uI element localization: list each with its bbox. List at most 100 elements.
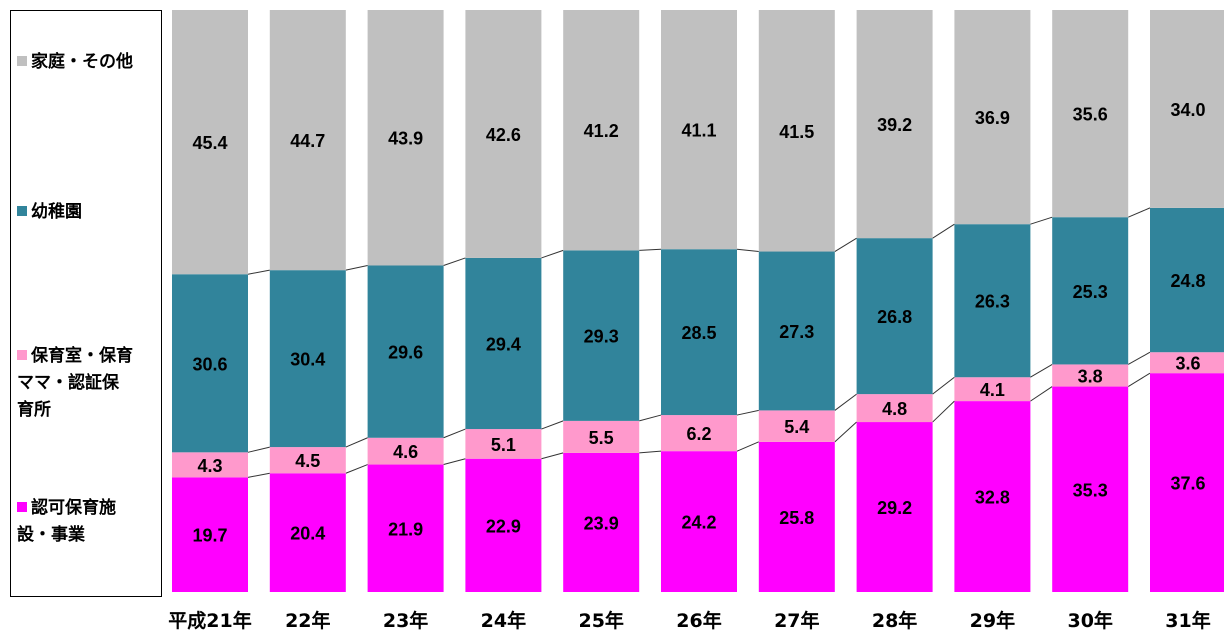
data-label-nursery-room-1: 4.5 — [295, 451, 320, 471]
bar-nursery-room-8 — [954, 377, 1031, 402]
legend: 家庭・その他 幼稚園 保育室・保育 ママ・認証保 育所 認可保育施 設・事業 — [10, 10, 162, 597]
bar-home-other-5 — [661, 10, 737, 250]
bar-nursery-room-2 — [367, 437, 444, 465]
series-line-kindergarten-3 — [541, 249, 564, 259]
bar-licensed-nursery-7 — [856, 422, 933, 592]
bar-nursery-room-3 — [465, 429, 542, 459]
x-tick-label-6: 27年 — [774, 609, 819, 632]
data-label-nursery-room-5: 6.2 — [686, 424, 711, 444]
series-line-licensed-nursery-5 — [736, 441, 759, 452]
bar-nursery-room-5 — [661, 415, 737, 452]
series-line-nursery-room-1 — [345, 437, 368, 448]
x-tick-label-4: 25年 — [578, 609, 623, 632]
legend-label: 認可保育施 設・事業 — [17, 498, 116, 545]
series-line-kindergarten-9 — [1128, 207, 1151, 218]
legend-item-home-other: 家庭・その他 — [17, 49, 165, 76]
bar-nursery-room-4 — [563, 420, 640, 453]
series-connector-lines — [247, 207, 1151, 478]
data-label-nursery-room-3: 5.1 — [491, 435, 516, 455]
data-label-kindergarten-10: 24.8 — [1170, 271, 1205, 291]
data-label-licensed-nursery-9: 35.3 — [1073, 480, 1108, 500]
data-label-home-other-3: 42.6 — [486, 125, 521, 145]
x-tick-label-9: 30年 — [1067, 609, 1112, 632]
x-tick-label-3: 24年 — [481, 609, 526, 632]
series-line-nursery-room-9 — [1127, 351, 1151, 365]
data-label-nursery-room-2: 4.6 — [393, 442, 418, 462]
bar-home-other-7 — [856, 10, 933, 239]
data-label-home-other-2: 43.9 — [388, 129, 423, 149]
bar-home-other-1 — [269, 10, 346, 271]
data-label-licensed-nursery-8: 32.8 — [975, 488, 1010, 508]
data-label-nursery-room-10: 3.6 — [1175, 354, 1200, 374]
bar-nursery-room-10 — [1150, 352, 1224, 374]
series-line-kindergarten-2 — [443, 257, 466, 266]
bar-licensed-nursery-1 — [269, 473, 346, 592]
data-label-kindergarten-4: 29.3 — [584, 327, 619, 347]
bar-nursery-room-6 — [758, 410, 835, 442]
series-line-kindergarten-5 — [736, 248, 759, 253]
legend-swatch-kindergarten — [17, 206, 27, 216]
bar-home-other-2 — [367, 10, 444, 266]
series-line-kindergarten-6 — [834, 237, 857, 252]
x-tick-label-7: 28年 — [872, 609, 917, 632]
data-label-kindergarten-0: 30.6 — [192, 354, 227, 374]
data-label-nursery-room-8: 4.1 — [980, 380, 1005, 400]
data-label-kindergarten-1: 30.4 — [290, 350, 325, 370]
series-line-licensed-nursery-8 — [1030, 386, 1053, 402]
data-label-home-other-9: 35.6 — [1073, 105, 1108, 125]
data-label-kindergarten-9: 25.3 — [1073, 282, 1108, 302]
bar-nursery-room-1 — [269, 447, 346, 474]
bar-kindergarten-3 — [465, 257, 542, 430]
data-label-kindergarten-2: 29.6 — [388, 343, 423, 363]
bar-home-other-3 — [465, 10, 542, 258]
series-line-kindergarten-1 — [345, 265, 368, 271]
x-tick-label-10: 31年 — [1165, 609, 1210, 632]
data-label-home-other-4: 41.2 — [584, 121, 619, 141]
legend-item-kindergarten: 幼稚園 — [17, 199, 165, 226]
bar-licensed-nursery-10 — [1150, 373, 1224, 592]
bar-kindergarten-8 — [954, 224, 1031, 378]
bar-home-other-10 — [1150, 10, 1224, 208]
data-label-licensed-nursery-7: 29.2 — [877, 498, 912, 518]
bar-licensed-nursery-8 — [954, 401, 1031, 592]
bar-licensed-nursery-4 — [563, 452, 640, 592]
legend-item-nursery-room: 保育室・保育 ママ・認証保 育所 — [17, 343, 165, 424]
bar-home-other-4 — [563, 10, 640, 251]
legend-swatch-home-other — [17, 56, 27, 66]
bar-kindergarten-1 — [269, 270, 346, 448]
series-line-nursery-room-7 — [932, 376, 955, 395]
data-label-nursery-room-6: 5.4 — [784, 417, 809, 437]
bar-kindergarten-5 — [661, 249, 737, 416]
series-line-nursery-room-8 — [1030, 364, 1053, 378]
data-label-licensed-nursery-0: 19.7 — [192, 526, 227, 546]
bar-home-other-0 — [172, 10, 248, 275]
series-line-licensed-nursery-0 — [247, 472, 270, 478]
data-label-nursery-room-9: 3.8 — [1078, 366, 1103, 386]
bar-nursery-room-9 — [1052, 364, 1129, 387]
x-tick-label-1: 22年 — [285, 609, 330, 632]
data-label-nursery-room-7: 4.8 — [882, 399, 907, 419]
data-label-home-other-1: 44.7 — [290, 131, 325, 151]
bar-nursery-room-7 — [856, 394, 933, 423]
data-labels: 19.7 4.3 30.6 45.4 20.4 4.5 30.4 44.7 21.9 4.6 29.… — [192, 100, 1205, 546]
series-line-licensed-nursery-2 — [443, 458, 466, 466]
bar-licensed-nursery-5 — [661, 451, 737, 592]
x-tick-label-5: 26年 — [676, 609, 721, 632]
data-label-kindergarten-3: 29.4 — [486, 334, 521, 354]
bar-licensed-nursery-2 — [367, 464, 444, 592]
x-tick-label-0: 平成21年 — [168, 609, 251, 632]
data-label-home-other-5: 41.1 — [681, 121, 716, 141]
bar-home-other-6 — [758, 10, 835, 252]
data-label-licensed-nursery-3: 22.9 — [486, 516, 521, 536]
bar-licensed-nursery-3 — [465, 458, 542, 592]
series-line-nursery-room-5 — [736, 409, 759, 416]
bars — [172, 10, 1224, 592]
series-line-licensed-nursery-9 — [1127, 372, 1151, 387]
series-line-kindergarten-8 — [1030, 216, 1053, 225]
data-label-licensed-nursery-2: 21.9 — [388, 519, 423, 539]
series-line-nursery-room-2 — [443, 428, 466, 439]
legend-item-licensed-nursery: 認可保育施 設・事業 — [17, 495, 165, 549]
series-line-kindergarten-7 — [932, 223, 955, 239]
series-line-nursery-room-0 — [247, 446, 270, 453]
